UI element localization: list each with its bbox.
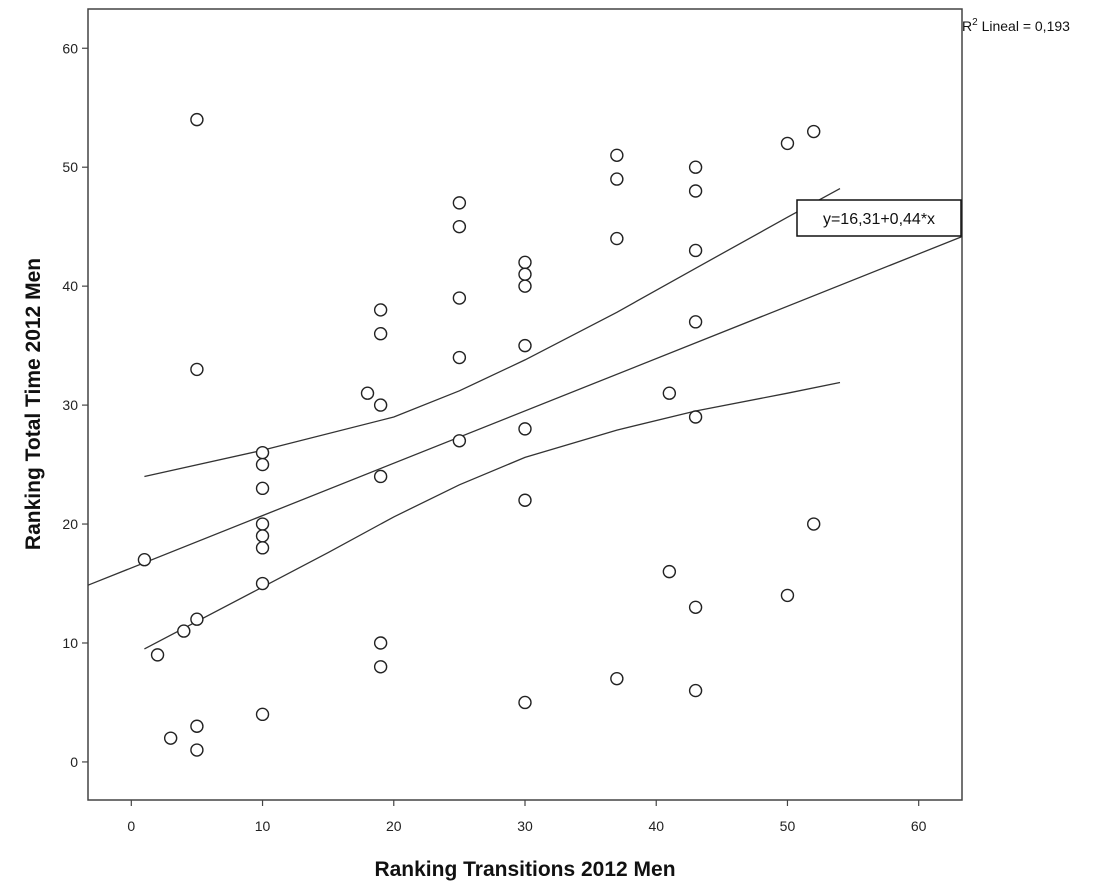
data-point [255, 445, 270, 460]
y-axis-title: Ranking Total Time 2012 Men [22, 258, 45, 550]
data-point [780, 136, 795, 151]
data-point [518, 255, 532, 270]
y-tick-label: 20 [62, 516, 78, 532]
data-point [518, 338, 532, 353]
x-tick-label: 30 [517, 818, 533, 834]
data-points [137, 112, 821, 757]
data-point [518, 422, 532, 436]
data-point [137, 553, 152, 567]
data-point [518, 493, 532, 507]
data-point [452, 434, 467, 448]
data-point [688, 410, 703, 424]
x-tick-label: 10 [255, 818, 271, 834]
data-point [373, 469, 388, 484]
data-point [518, 267, 532, 281]
data-point [255, 707, 270, 722]
data-point [780, 588, 795, 603]
plot-frame [87, 8, 963, 801]
x-axis-ticks: 0 10 20 30 40 50 60 [127, 800, 927, 834]
data-point [688, 600, 703, 615]
y-tick-label: 40 [62, 278, 78, 294]
data-point [373, 660, 388, 674]
x-tick-label: 50 [780, 818, 796, 834]
data-point [163, 731, 178, 745]
x-tick-label: 0 [127, 818, 135, 834]
data-point [610, 172, 624, 186]
regression-line [87, 236, 963, 586]
x-tick-label: 20 [386, 818, 402, 834]
x-tick-label: 60 [911, 818, 927, 834]
data-point [360, 386, 375, 400]
data-point [452, 219, 467, 234]
data-point [662, 386, 677, 400]
data-point [688, 184, 703, 198]
data-point [807, 124, 821, 139]
confidence-band-upper [144, 188, 841, 478]
y-tick-label: 30 [62, 397, 78, 413]
data-point [610, 231, 624, 246]
data-point [373, 636, 388, 650]
y-tick-label: 0 [70, 754, 78, 770]
data-point [518, 695, 532, 710]
data-point [190, 719, 204, 733]
data-point [150, 648, 165, 662]
data-point [610, 671, 624, 686]
x-tick-label: 40 [648, 818, 664, 834]
data-point [452, 291, 467, 305]
data-point [373, 327, 388, 341]
data-point [190, 612, 204, 626]
data-point [255, 517, 270, 531]
data-point [452, 350, 467, 365]
equation-label: y=16,31+0,44*x [823, 211, 935, 228]
data-point [190, 743, 204, 757]
confidence-band-lower [144, 381, 841, 650]
equation-box: y=16,31+0,44*x [796, 199, 962, 237]
data-point [807, 517, 821, 531]
data-point [255, 457, 270, 472]
data-point [177, 624, 191, 638]
data-point [688, 683, 703, 698]
data-point [255, 576, 270, 591]
data-point [255, 481, 270, 496]
data-point [190, 112, 204, 127]
data-point [518, 279, 532, 293]
x-axis-title: Ranking Transitions 2012 Men [374, 858, 675, 881]
y-tick-label: 60 [62, 40, 78, 56]
data-point [255, 529, 270, 543]
r-squared-label: R2 Lineal = 0,193 [962, 17, 1070, 34]
fit-lines [87, 188, 963, 650]
data-point [662, 564, 677, 579]
data-point [688, 315, 703, 329]
data-point [373, 398, 388, 412]
data-point [452, 196, 467, 210]
data-point [255, 541, 270, 555]
r-squared-prefix: R [962, 18, 972, 34]
data-point [610, 148, 624, 163]
data-point [373, 303, 388, 317]
data-point [688, 160, 703, 174]
r-squared-sup: 2 [972, 17, 978, 28]
y-tick-label: 50 [62, 159, 78, 175]
y-axis-ticks: 0 10 20 30 40 50 60 [62, 40, 88, 770]
r-squared-rest: Lineal = 0,193 [978, 18, 1070, 34]
y-tick-label: 10 [62, 635, 78, 651]
data-point [190, 362, 204, 377]
data-point [688, 243, 703, 258]
